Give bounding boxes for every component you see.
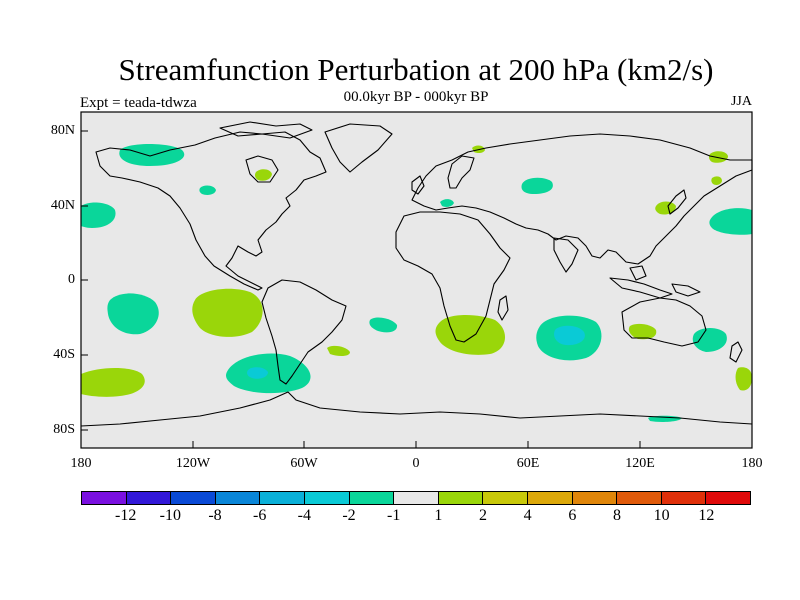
colorbar-label: 2 xyxy=(479,507,487,524)
coastline-india xyxy=(553,237,579,273)
anomaly-negative-mediterranean xyxy=(440,199,454,207)
anomaly-positive-east-pacific xyxy=(735,367,752,391)
lat-label: 80N xyxy=(50,123,75,138)
lat-label: 40S xyxy=(53,347,75,362)
coastline-arctic-islands xyxy=(219,121,313,139)
anomaly-positive-australia xyxy=(628,323,657,340)
coastline-south-america xyxy=(261,279,347,385)
axis-ticks xyxy=(81,130,641,448)
colorbar-swatch xyxy=(126,492,172,504)
anomaly-negative-tasman xyxy=(692,328,727,352)
coastline-new-guinea xyxy=(671,283,701,297)
strong-negative-cores xyxy=(247,325,585,379)
anomaly-negative-south-america xyxy=(226,353,311,394)
lon-label: 180 xyxy=(70,456,92,471)
lon-label: 120E xyxy=(625,456,655,471)
anomaly-negative-south-atlantic xyxy=(369,317,398,333)
anomaly-positive-japan xyxy=(655,201,676,215)
colorbar-swatch xyxy=(483,492,528,504)
coastline-eurasia xyxy=(411,133,753,265)
colorbar-label: 4 xyxy=(523,507,532,524)
coastline-new-zealand xyxy=(729,341,743,363)
coastline-hudson-bay xyxy=(245,155,279,183)
lon-label: 60W xyxy=(290,456,318,471)
lat-label: 0 xyxy=(68,272,75,287)
anomaly-positive-east-siberia xyxy=(708,151,728,163)
colorbar xyxy=(81,491,751,505)
colorbar-label: -6 xyxy=(252,507,267,524)
lon-label: 0 xyxy=(412,456,420,471)
coastline-scandinavia xyxy=(447,155,475,189)
coastline-british-isles xyxy=(411,175,425,195)
coastline-greenland xyxy=(324,123,393,173)
colorbar-label: -4 xyxy=(297,507,311,524)
anomaly-positive-south-pacific-west xyxy=(81,368,145,397)
colorbar-swatch xyxy=(394,492,439,504)
anomaly-core-south-america xyxy=(247,367,268,379)
colorbar-swatch xyxy=(215,492,261,504)
anomaly-positive-central-pacific xyxy=(192,288,263,337)
colorbar-label: -2 xyxy=(342,507,356,524)
lat-label: 80S xyxy=(53,422,75,437)
lon-label: 60E xyxy=(516,456,540,471)
anomaly-positive-north-pacific xyxy=(711,176,722,185)
colorbar-label: -12 xyxy=(114,507,137,524)
colorbar-label: -8 xyxy=(208,507,222,524)
colorbar-label: 12 xyxy=(698,507,715,524)
colorbar-swatch xyxy=(171,492,216,504)
colorbar-swatch xyxy=(260,492,305,504)
colorbar-swatch xyxy=(706,492,750,504)
map-background xyxy=(81,112,752,448)
coastline-africa xyxy=(395,211,511,343)
chart-title: Streamfunction Perturbation at 200 hPa (… xyxy=(118,52,714,87)
season-label: JJA xyxy=(730,94,752,109)
coastlines xyxy=(80,121,753,427)
anomaly-negative-north-pacific-east xyxy=(199,185,216,195)
anomaly-positive-south-africa xyxy=(435,315,506,355)
lon-label: 120W xyxy=(175,456,211,471)
coastline-north-america xyxy=(95,131,327,291)
coastline-borneo xyxy=(629,265,647,281)
colorbar-swatch xyxy=(527,492,573,504)
coastline-japan xyxy=(667,189,687,215)
lat-label: 40N xyxy=(50,198,75,213)
chart-subtitle: 00.0kyr BP - 000kyr BP xyxy=(343,89,489,105)
anomaly-positive-south-atlantic xyxy=(327,345,350,357)
negative-anomalies xyxy=(81,144,752,422)
colorbar-label: -1 xyxy=(386,507,401,524)
anomaly-positive-hudson-bay xyxy=(254,169,272,181)
colorbar-label: -10 xyxy=(159,507,181,524)
anomaly-negative-east-pacific-tropics xyxy=(107,293,159,335)
colorbar-swatch xyxy=(438,492,484,504)
anomaly-negative-north-pacific-far xyxy=(709,208,752,235)
positive-anomalies xyxy=(81,145,752,397)
colorbar-label: 6 xyxy=(568,507,577,524)
colorbar-swatch xyxy=(82,492,127,504)
colorbar-swatch xyxy=(661,492,707,504)
colorbar-swatch xyxy=(617,492,662,504)
coastline-antarctica xyxy=(80,391,753,427)
coastline-indonesia xyxy=(609,277,673,299)
colorbar-swatch xyxy=(572,492,618,504)
coastline-australia xyxy=(621,297,707,347)
colorbar-swatch xyxy=(304,492,350,504)
experiment-label: Expt = teada-tdwza xyxy=(80,95,197,111)
anomaly-core-indian-ocean xyxy=(554,325,585,346)
colorbar-label: 10 xyxy=(653,507,670,524)
anomaly-negative-north-pacific-west xyxy=(81,202,116,228)
colorbar-label: 1 xyxy=(434,507,443,524)
coastline-madagascar xyxy=(497,295,509,321)
colorbar-swatch xyxy=(349,492,395,504)
colorbar-label: 8 xyxy=(613,507,621,524)
lon-label: 180 xyxy=(741,456,763,471)
anomaly-negative-central-asia xyxy=(521,177,553,194)
